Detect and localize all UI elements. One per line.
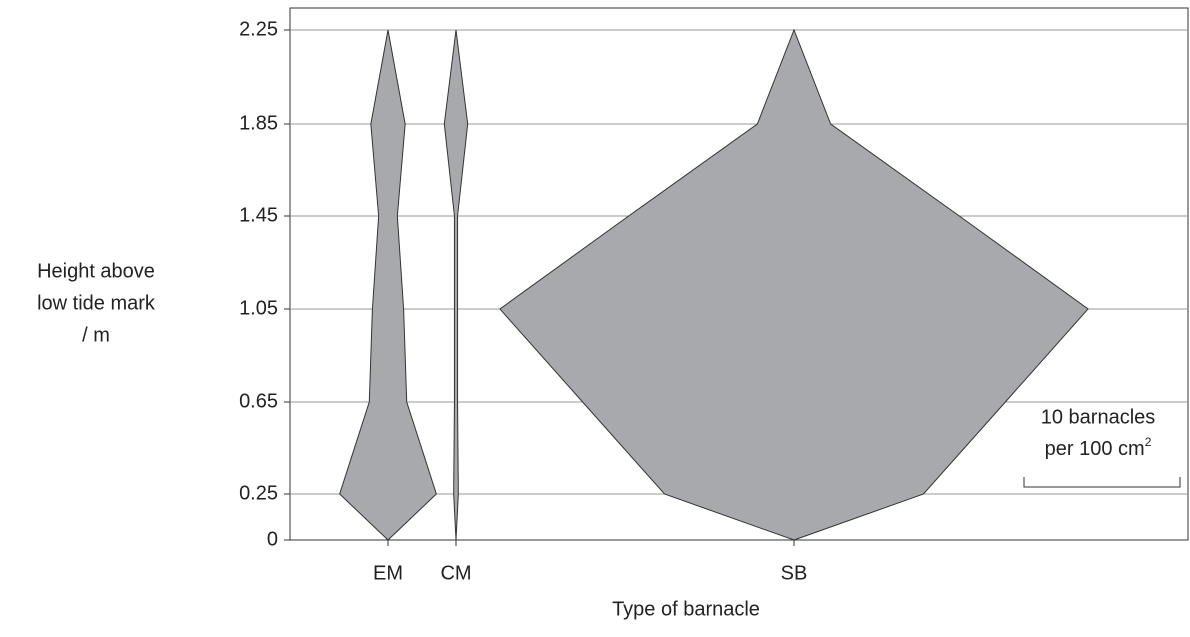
x-tick-label: SB bbox=[781, 562, 808, 584]
y-axis-label: Height above bbox=[37, 260, 155, 282]
x-tick-label: EM bbox=[373, 562, 403, 584]
x-axis-label: Type of barnacle bbox=[612, 598, 760, 620]
scale-label-main: per 100 cm bbox=[1045, 438, 1145, 460]
y-tick-label: 1.85 bbox=[239, 112, 278, 134]
kite bbox=[499, 28, 1089, 541]
scale-label: per 100 cm2 bbox=[1045, 435, 1152, 460]
scale-bar bbox=[1023, 477, 1181, 488]
y-tick-label: 0.65 bbox=[239, 390, 278, 412]
scale-label: 10 barnacles bbox=[1041, 406, 1156, 428]
y-axis-label: / m bbox=[82, 324, 110, 346]
kite bbox=[443, 29, 469, 541]
y-tick-label: 2.25 bbox=[239, 18, 278, 40]
scale-label-sup: 2 bbox=[1145, 435, 1152, 449]
y-tick-label: 0 bbox=[267, 528, 278, 550]
y-tick-label: 1.45 bbox=[239, 204, 278, 226]
kite bbox=[339, 29, 437, 541]
x-tick-label: CM bbox=[440, 562, 471, 584]
y-tick-label: 1.05 bbox=[239, 297, 278, 319]
y-axis-label: low tide mark bbox=[37, 292, 156, 314]
plot-frame bbox=[289, 7, 1189, 541]
y-tick-label: 0.25 bbox=[239, 482, 278, 504]
